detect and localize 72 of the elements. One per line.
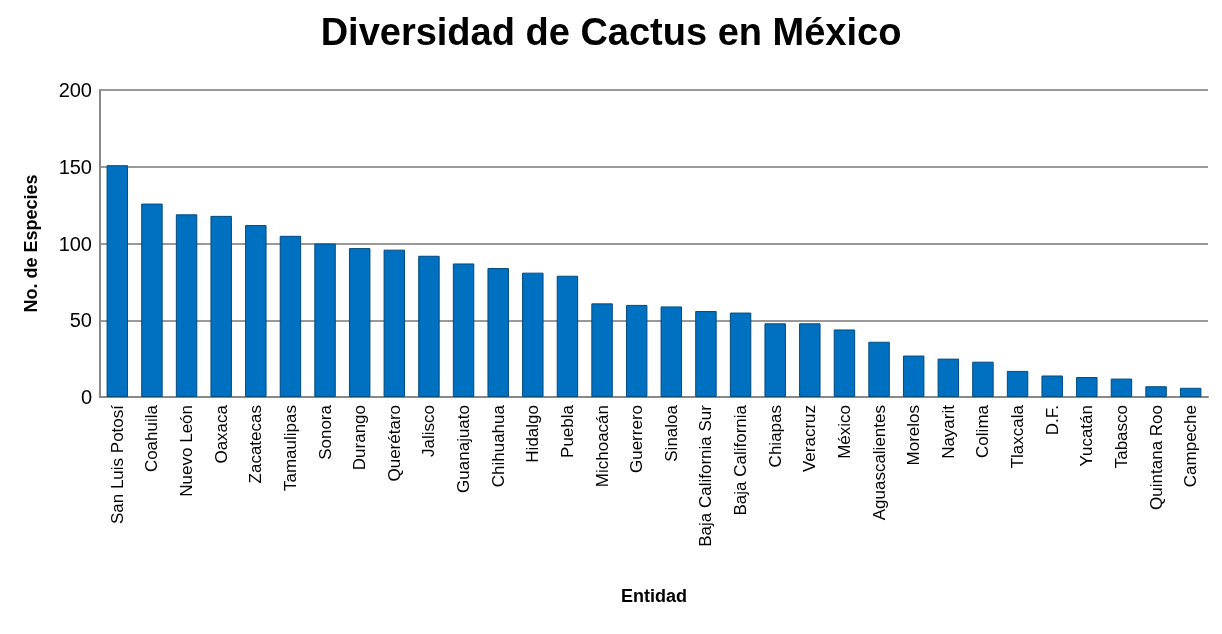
bar <box>245 225 267 397</box>
x-tick-label: México <box>834 405 854 459</box>
x-tick-label: Tlaxcala <box>1008 404 1028 469</box>
x-tick-label: Michoacán <box>592 405 612 488</box>
bar <box>487 268 509 397</box>
bar <box>210 215 232 397</box>
bar <box>591 303 613 397</box>
bar <box>141 203 163 397</box>
x-tick-label: Jalisco <box>419 405 439 457</box>
x-tick-label: Tabasco <box>1111 405 1131 469</box>
bar <box>1179 387 1202 397</box>
bar <box>1076 377 1098 397</box>
bar <box>833 329 856 397</box>
bar <box>1041 375 1063 397</box>
x-tick-label: Baja California Sur <box>696 404 716 547</box>
x-tick-label: Querétaro <box>384 405 404 482</box>
x-tick-label: Veracruz <box>800 405 820 473</box>
x-tick-label: Quintana Roo <box>1146 405 1166 510</box>
bar <box>106 165 129 397</box>
y-tick-label: 150 <box>58 155 92 178</box>
x-axis-title: Entidad <box>621 586 687 606</box>
y-tick-label: 100 <box>58 232 92 255</box>
x-tick-label: Baja California <box>731 404 751 516</box>
chart-title: Diversidad de Cactus en México <box>320 11 902 53</box>
bar <box>279 235 302 397</box>
bar <box>418 255 440 397</box>
x-tick-label: Chiapas <box>765 405 785 468</box>
bar <box>383 249 406 397</box>
x-tick-label: Sinaloa <box>661 404 681 462</box>
x-tick-label: Campeche <box>1181 405 1201 488</box>
bar <box>348 248 371 397</box>
x-tick-label: Hidalgo <box>523 405 543 463</box>
bar <box>764 323 786 397</box>
bar <box>452 263 475 397</box>
bar <box>175 214 198 397</box>
bar <box>556 275 579 397</box>
bar <box>937 358 960 397</box>
x-tick-label: Colima <box>973 404 993 458</box>
bar <box>660 306 683 397</box>
y-tick-label: 200 <box>58 79 92 101</box>
bar <box>1110 378 1133 397</box>
bar <box>729 312 752 397</box>
x-tick-label: Coahuila <box>142 404 162 473</box>
bar <box>695 311 717 397</box>
x-tick-label: Oaxaca <box>211 404 231 464</box>
bar <box>902 355 925 397</box>
x-tick-label: Durango <box>350 405 370 471</box>
x-tick-label: Guanajuato <box>454 405 474 493</box>
x-tick-label: Zacatecas <box>246 405 266 484</box>
bar <box>799 323 821 397</box>
x-tick-label: Tamaulipas <box>280 405 300 491</box>
y-tick-label: 50 <box>69 309 92 332</box>
x-tick-label: Yucatán <box>1077 405 1097 467</box>
x-tick-label: Nuevo León <box>177 405 197 497</box>
x-tick-label: Puebla <box>557 404 577 458</box>
bar <box>1006 370 1029 397</box>
x-tick-label: San Luis Potosí <box>107 404 127 525</box>
bar <box>314 243 336 397</box>
bar <box>868 341 890 397</box>
x-tick-label: Morelos <box>904 405 924 466</box>
x-tick-label: Chihuahua <box>488 404 508 488</box>
bar <box>1145 386 1167 397</box>
x-tick-label: D.F. <box>1042 405 1062 436</box>
bar <box>522 272 544 397</box>
x-tick-label: Sonora <box>315 404 335 460</box>
x-tick-label: Nayarit <box>938 404 958 459</box>
bar <box>625 304 648 397</box>
y-axis-title: No. de Especies <box>21 174 41 313</box>
bar <box>972 361 994 397</box>
x-tick-label: Guerrero <box>627 405 647 474</box>
y-tick-label: 0 <box>80 386 92 408</box>
x-tick-label: Aguascalientes <box>869 405 889 521</box>
